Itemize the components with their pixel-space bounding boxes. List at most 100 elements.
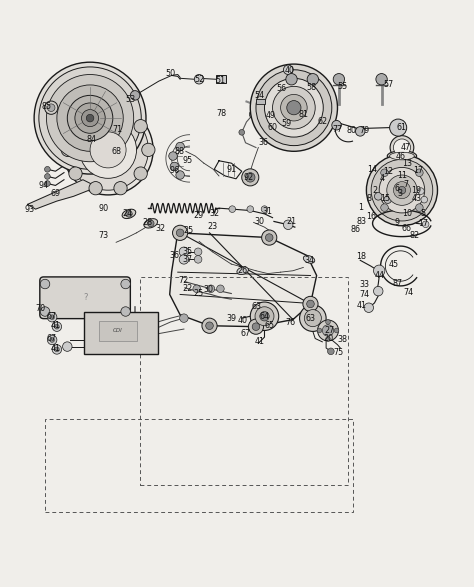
Circle shape: [249, 110, 257, 118]
Circle shape: [250, 64, 337, 151]
Text: 38: 38: [337, 335, 347, 345]
Text: 25: 25: [193, 289, 203, 298]
Text: 85: 85: [41, 102, 52, 111]
Text: 36: 36: [169, 251, 180, 260]
Circle shape: [121, 307, 130, 316]
Text: 7: 7: [403, 180, 408, 189]
Text: 82: 82: [410, 231, 420, 240]
Circle shape: [45, 167, 50, 172]
Text: 5: 5: [420, 210, 425, 218]
Circle shape: [379, 167, 425, 213]
Circle shape: [179, 255, 189, 264]
Text: 46: 46: [395, 151, 406, 160]
Bar: [84, 312, 158, 354]
Text: 74: 74: [359, 290, 369, 299]
Text: 3: 3: [398, 190, 402, 198]
Circle shape: [40, 279, 50, 289]
Circle shape: [416, 169, 423, 177]
Circle shape: [169, 152, 177, 160]
Ellipse shape: [387, 151, 417, 161]
Bar: [45, 419, 353, 511]
Circle shape: [206, 322, 213, 329]
Polygon shape: [27, 180, 92, 209]
Text: ?: ?: [83, 294, 88, 302]
Text: 26: 26: [237, 266, 248, 275]
Circle shape: [303, 296, 318, 312]
Text: 47: 47: [400, 143, 410, 152]
Circle shape: [63, 342, 72, 352]
Text: 58: 58: [306, 83, 317, 92]
Circle shape: [89, 181, 102, 195]
Circle shape: [50, 315, 55, 319]
Circle shape: [260, 312, 269, 321]
Ellipse shape: [237, 267, 248, 275]
Circle shape: [261, 206, 268, 212]
Text: 76: 76: [285, 318, 295, 328]
Circle shape: [421, 196, 428, 203]
Circle shape: [193, 285, 201, 292]
Ellipse shape: [122, 209, 136, 218]
Circle shape: [194, 75, 204, 84]
Circle shape: [317, 328, 322, 333]
Circle shape: [75, 103, 105, 133]
Text: 18: 18: [356, 252, 366, 261]
Bar: [99, 321, 137, 341]
Circle shape: [387, 175, 417, 205]
Circle shape: [45, 181, 50, 187]
Circle shape: [176, 142, 184, 151]
Circle shape: [265, 234, 273, 241]
Circle shape: [393, 181, 410, 199]
Text: 81: 81: [298, 110, 309, 119]
Text: 50: 50: [165, 69, 176, 77]
Text: 57: 57: [383, 80, 394, 89]
Text: 60: 60: [267, 123, 278, 132]
Text: 20: 20: [323, 334, 333, 343]
Text: 93: 93: [24, 205, 35, 214]
Text: 16: 16: [365, 212, 376, 221]
Text: 71: 71: [112, 126, 123, 134]
Text: 80: 80: [346, 126, 357, 136]
Text: 94: 94: [38, 181, 49, 190]
Text: 65: 65: [264, 321, 274, 330]
Circle shape: [371, 159, 433, 221]
Circle shape: [422, 221, 429, 228]
Circle shape: [134, 167, 147, 180]
Circle shape: [334, 328, 339, 333]
Circle shape: [142, 143, 155, 157]
Circle shape: [242, 169, 259, 186]
Circle shape: [39, 67, 141, 169]
Ellipse shape: [390, 152, 414, 160]
Circle shape: [255, 307, 274, 326]
Bar: [216, 76, 226, 83]
Text: 36: 36: [258, 139, 268, 147]
Text: 95: 95: [182, 156, 192, 166]
FancyBboxPatch shape: [40, 277, 130, 319]
Circle shape: [281, 95, 307, 121]
Text: 41: 41: [51, 343, 61, 353]
Circle shape: [256, 70, 332, 146]
Text: 69: 69: [51, 188, 61, 197]
Circle shape: [418, 188, 424, 194]
Text: 88: 88: [174, 147, 184, 156]
Circle shape: [247, 206, 254, 212]
Circle shape: [114, 181, 127, 195]
Circle shape: [322, 325, 334, 336]
Circle shape: [393, 139, 410, 156]
Text: 40: 40: [237, 316, 248, 326]
Circle shape: [45, 101, 58, 114]
Text: 6: 6: [395, 184, 400, 193]
Circle shape: [69, 167, 82, 180]
Circle shape: [45, 174, 50, 179]
Circle shape: [130, 90, 140, 100]
Circle shape: [239, 130, 245, 135]
Circle shape: [170, 162, 179, 171]
Circle shape: [82, 110, 99, 127]
Circle shape: [307, 300, 314, 308]
Polygon shape: [170, 233, 317, 327]
Text: 12: 12: [383, 167, 393, 176]
Circle shape: [57, 85, 123, 151]
Text: 72: 72: [179, 276, 189, 285]
Text: 61: 61: [397, 123, 407, 132]
Circle shape: [248, 319, 264, 334]
Circle shape: [287, 100, 301, 115]
